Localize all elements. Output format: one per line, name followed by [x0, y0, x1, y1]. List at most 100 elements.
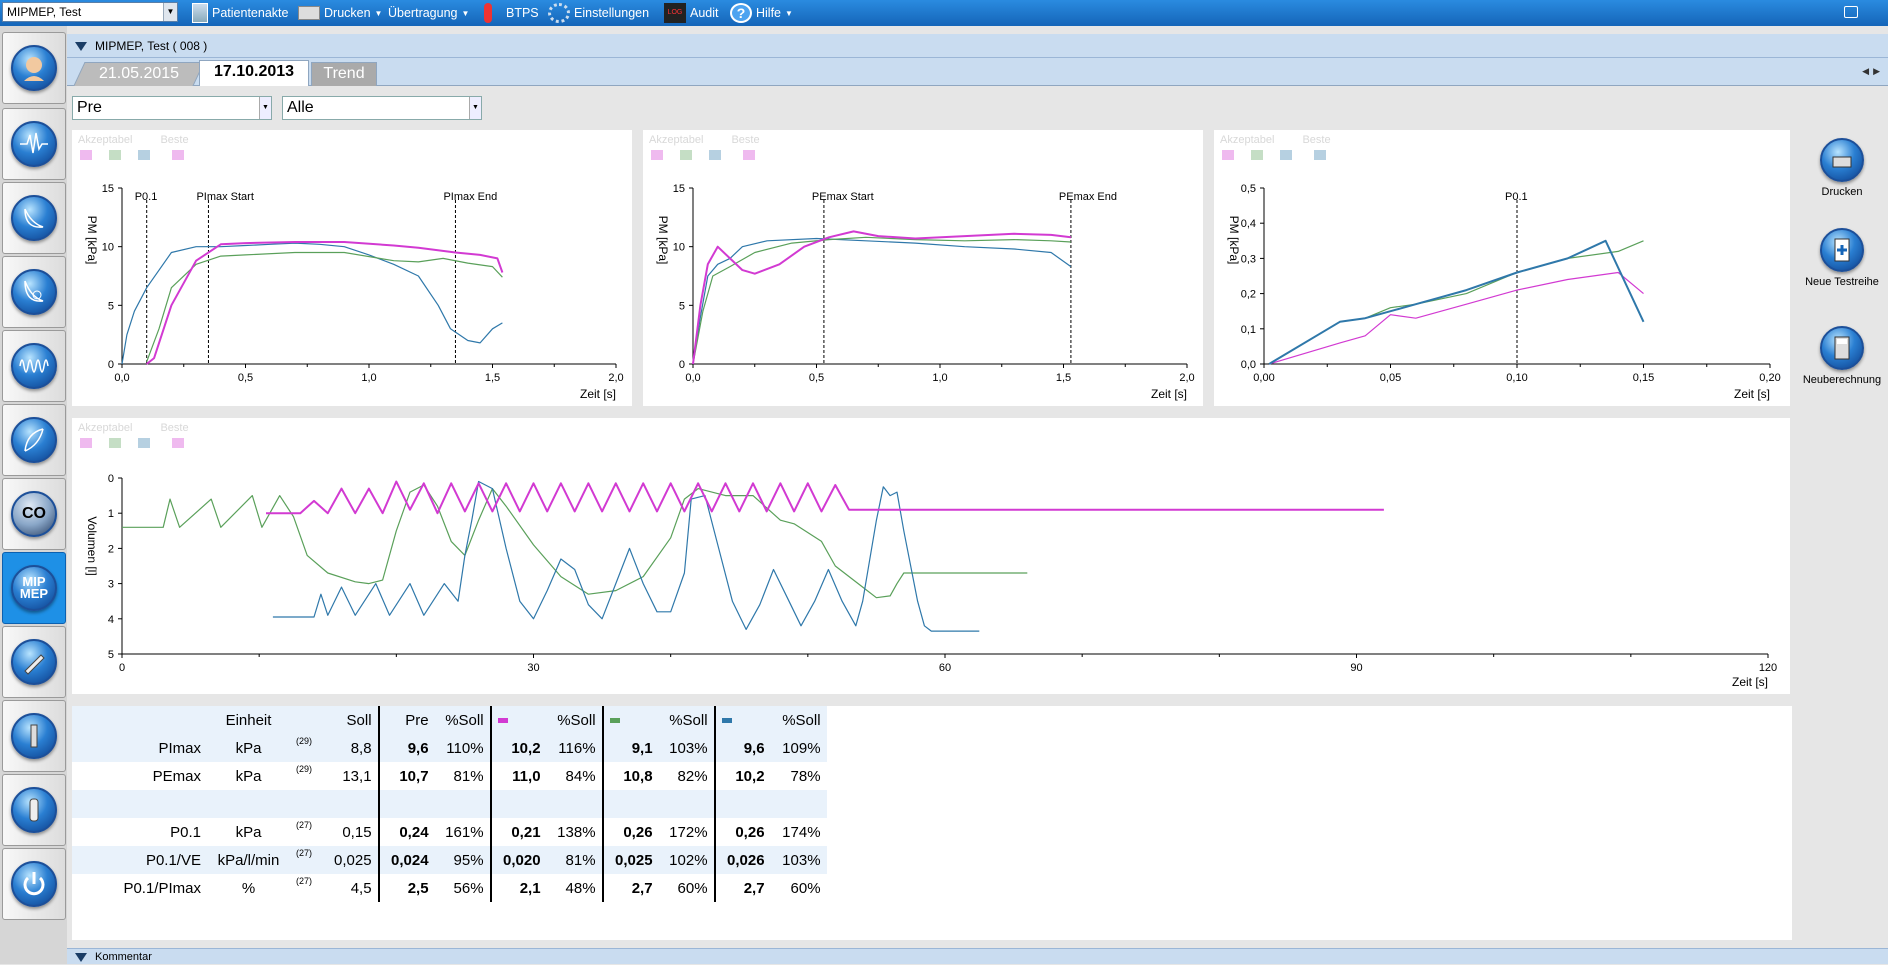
chevron-down-icon[interactable]: ▼: [469, 97, 481, 119]
legend-akzeptabel: Akzeptabel: [1220, 134, 1275, 146]
x-tick-label: 0,0: [685, 372, 700, 384]
cell-p3: [658, 790, 715, 818]
window-control-icon[interactable]: [1844, 6, 1858, 18]
cell-ref: (29): [290, 734, 328, 762]
patient-header[interactable]: MIPMEP, Test ( 008 ): [67, 34, 1888, 58]
tab-scroll-arrows-icon[interactable]: ◀▶: [1862, 66, 1884, 76]
patient-selector[interactable]: MIPMEP, Test ▼: [2, 2, 178, 22]
cell-p3: 60%: [677, 879, 708, 897]
marker-label: PEmax End: [1059, 191, 1117, 203]
nav-edit[interactable]: [2, 626, 66, 698]
series-line-1: [692, 236, 1071, 365]
legend-swatch[interactable]: [709, 150, 721, 160]
x-axis-label: Zeit [s]: [1151, 387, 1187, 401]
scope-select[interactable]: Alle ▼: [282, 96, 482, 120]
tab-17-10-2013[interactable]: 17.10.2013: [199, 60, 309, 86]
y-tick-label: 1: [108, 508, 114, 520]
x-axis-label: Zeit [s]: [580, 387, 616, 401]
y-tick-label: 4: [108, 614, 114, 626]
y-tick-label: 15: [102, 183, 114, 195]
y-tick-label: 0,3: [1241, 253, 1256, 265]
nav-gas[interactable]: [2, 774, 66, 846]
collapse-triangle-icon[interactable]: [75, 952, 87, 962]
cell-pre: [377, 790, 435, 818]
nav-patient[interactable]: [2, 32, 66, 104]
flow-loop-icon: [11, 195, 57, 241]
legend-best-swatch[interactable]: [743, 150, 755, 160]
legend-swatch[interactable]: [109, 150, 121, 160]
uebertragung-menu[interactable]: Übertragung ▼: [388, 6, 470, 20]
y-tick-label: 5: [108, 649, 114, 661]
chevron-down-icon[interactable]: ▼: [163, 3, 177, 21]
x-tick-label: 0,00: [1253, 372, 1274, 384]
legend-row: Akzeptabel Beste: [649, 134, 788, 146]
legend-akzeptabel: Akzeptabel: [78, 134, 133, 146]
cell-b: 10,2: [713, 762, 771, 790]
neue-testreihe-button[interactable]: Neue Testreihe: [1796, 228, 1888, 288]
cell-p1: 81%: [453, 767, 484, 785]
marker-label: P0.1: [135, 191, 158, 203]
hilfe-menu[interactable]: ? Hilfe ▼: [730, 3, 793, 23]
collapse-triangle-icon[interactable]: [75, 42, 87, 52]
legend-swatch[interactable]: [109, 438, 121, 448]
kommentar-section[interactable]: Kommentar: [67, 948, 1888, 964]
nav-co[interactable]: CO: [2, 478, 66, 550]
marker-label: PImax Start: [196, 191, 253, 203]
tab-21-05-2015[interactable]: 21.05.2015: [73, 62, 205, 86]
legend-best-swatch[interactable]: [172, 150, 184, 160]
col-psoll: %Soll: [770, 706, 827, 734]
series-line-0: [121, 242, 503, 365]
drucken-button[interactable]: Drucken: [1796, 138, 1888, 198]
audit-button[interactable]: LOG Audit: [664, 3, 719, 23]
neuberechnung-button[interactable]: Neuberechnung: [1796, 326, 1888, 386]
phase-select[interactable]: Pre ▼: [72, 96, 272, 120]
patientenakte-button[interactable]: Patientenakte: [192, 3, 288, 23]
cell-b: 2,7: [713, 874, 771, 902]
cell-unit: kPa: [235, 823, 262, 841]
legend-swatch[interactable]: [138, 150, 150, 160]
legend-swatch[interactable]: [138, 438, 150, 448]
x-tick-label: 1,5: [1056, 372, 1071, 384]
col-psoll: %Soll: [434, 706, 491, 734]
nav-power[interactable]: [2, 848, 66, 920]
chevron-down-icon[interactable]: ▼: [259, 97, 271, 119]
x-tick-label: 30: [527, 662, 539, 674]
cell-p4: 109%: [770, 734, 827, 762]
legend-swatch[interactable]: [1280, 150, 1292, 160]
legend-best-swatch[interactable]: [1314, 150, 1326, 160]
cell-pre: 2,5: [377, 874, 435, 902]
nav-tools[interactable]: [2, 700, 66, 772]
einstellungen-button[interactable]: Einstellungen: [548, 3, 649, 23]
drucken-menu[interactable]: Drucken ▼: [298, 3, 382, 23]
co-icon: CO: [11, 491, 57, 537]
legend-swatch[interactable]: [80, 438, 92, 448]
legend-swatch[interactable]: [80, 150, 92, 160]
col-magenta: [489, 706, 547, 734]
y-tick-label: 3: [108, 579, 114, 591]
results-table: Einheit Soll Pre %Soll %Soll %Soll %Soll…: [72, 706, 1771, 902]
nav-mipmep[interactable]: MIP MEP: [2, 552, 66, 624]
folder-icon: [192, 3, 208, 23]
flow-loop-hand-icon: [11, 269, 57, 315]
cell-b: 0,026: [713, 846, 771, 874]
sine-wave-icon: [11, 343, 57, 389]
cell-p2: 84%: [565, 767, 596, 785]
legend-swatch[interactable]: [651, 150, 663, 160]
tab-trend[interactable]: Trend: [311, 62, 377, 86]
legend-swatch[interactable]: [1251, 150, 1263, 160]
curve-icon: [11, 417, 57, 463]
btps-button[interactable]: BTPS: [484, 3, 539, 23]
nav-breathing[interactable]: [2, 330, 66, 402]
nav-compliance[interactable]: [2, 404, 66, 476]
legend-swatch[interactable]: [1222, 150, 1234, 160]
y-tick-label: 0,5: [1241, 183, 1256, 195]
nav-flow-volume[interactable]: [2, 182, 66, 254]
legend-best-swatch[interactable]: [172, 438, 184, 448]
col-soll: Soll: [328, 706, 379, 734]
new-document-icon: [1820, 228, 1864, 272]
legend-swatch[interactable]: [680, 150, 692, 160]
left-navigation: CO MIP MEP: [0, 26, 67, 964]
nav-flow-volume-2[interactable]: [2, 256, 66, 328]
nav-mvv[interactable]: [2, 108, 66, 180]
x-tick-label: 0,0: [114, 372, 129, 384]
